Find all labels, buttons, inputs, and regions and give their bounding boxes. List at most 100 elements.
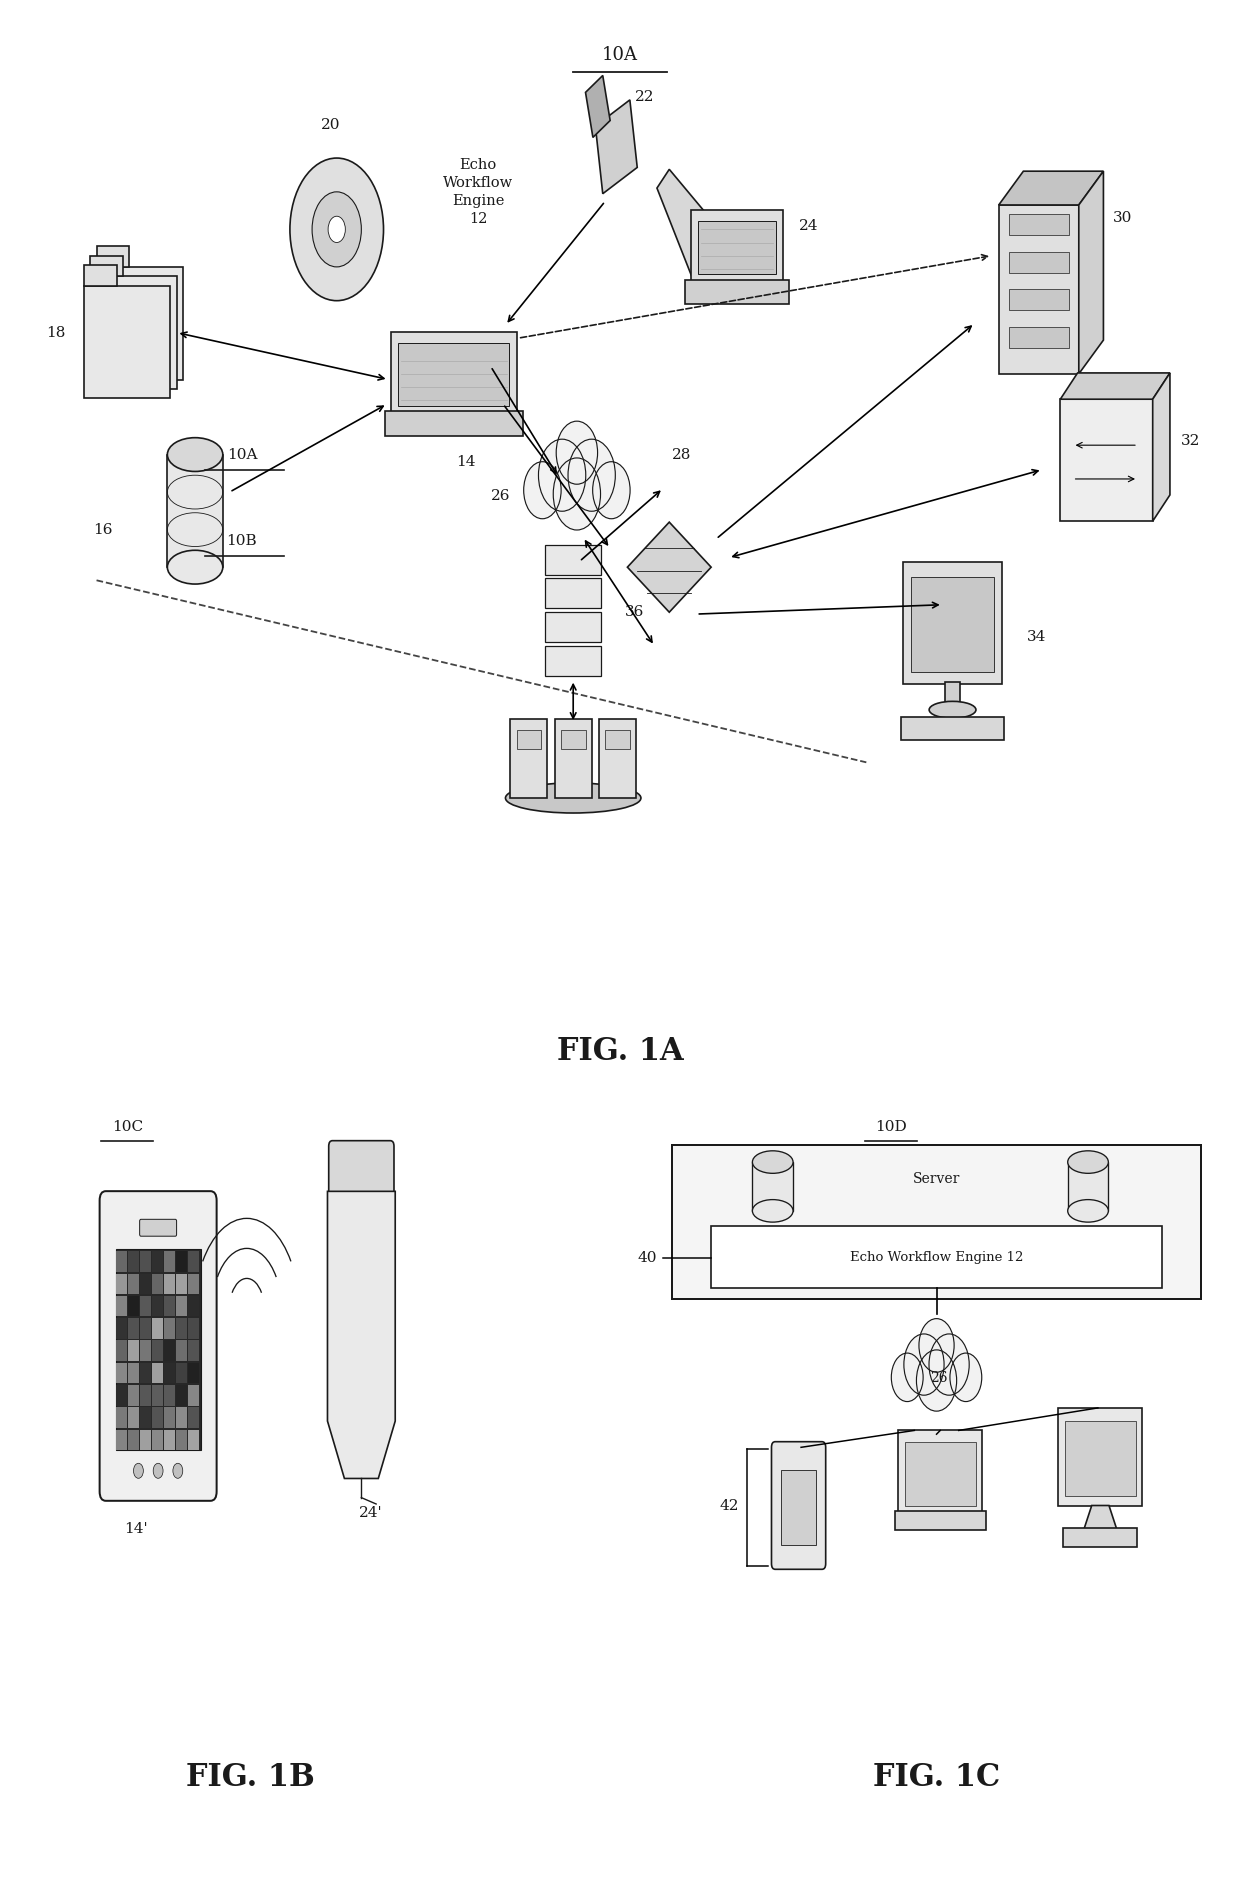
FancyBboxPatch shape <box>115 1252 126 1272</box>
FancyBboxPatch shape <box>128 1295 139 1316</box>
Text: 18: 18 <box>46 326 66 339</box>
FancyBboxPatch shape <box>176 1295 187 1316</box>
FancyBboxPatch shape <box>188 1340 200 1361</box>
Ellipse shape <box>167 437 223 471</box>
Ellipse shape <box>929 701 976 718</box>
FancyBboxPatch shape <box>1060 400 1153 520</box>
Ellipse shape <box>1068 1152 1109 1172</box>
FancyBboxPatch shape <box>903 562 1002 684</box>
FancyBboxPatch shape <box>140 1340 151 1361</box>
FancyBboxPatch shape <box>115 1363 126 1384</box>
FancyBboxPatch shape <box>176 1252 187 1272</box>
FancyBboxPatch shape <box>128 1274 139 1293</box>
FancyBboxPatch shape <box>84 266 117 287</box>
FancyBboxPatch shape <box>115 1340 126 1361</box>
Text: 36: 36 <box>625 605 645 618</box>
FancyBboxPatch shape <box>128 1252 139 1272</box>
FancyBboxPatch shape <box>128 1408 139 1427</box>
FancyBboxPatch shape <box>771 1442 826 1570</box>
Text: 14': 14' <box>124 1523 148 1536</box>
FancyBboxPatch shape <box>176 1429 187 1450</box>
FancyBboxPatch shape <box>1064 1529 1137 1548</box>
Text: 40: 40 <box>637 1252 657 1265</box>
Text: Echo
Workflow
Engine
12: Echo Workflow Engine 12 <box>443 158 513 226</box>
FancyBboxPatch shape <box>91 277 176 388</box>
Circle shape <box>950 1353 982 1402</box>
Circle shape <box>904 1335 944 1395</box>
FancyBboxPatch shape <box>176 1340 187 1361</box>
FancyBboxPatch shape <box>153 1318 162 1338</box>
FancyBboxPatch shape <box>188 1274 200 1293</box>
Text: 34: 34 <box>1027 630 1045 643</box>
FancyBboxPatch shape <box>176 1385 187 1406</box>
FancyBboxPatch shape <box>164 1429 175 1450</box>
Circle shape <box>568 439 615 511</box>
Circle shape <box>929 1335 970 1395</box>
FancyBboxPatch shape <box>698 221 776 275</box>
FancyBboxPatch shape <box>97 247 129 268</box>
Circle shape <box>916 1350 956 1412</box>
FancyBboxPatch shape <box>898 1431 982 1514</box>
FancyBboxPatch shape <box>164 1252 175 1272</box>
Text: FIG. 1C: FIG. 1C <box>873 1762 1001 1793</box>
FancyBboxPatch shape <box>153 1429 162 1450</box>
FancyBboxPatch shape <box>753 1161 794 1210</box>
FancyBboxPatch shape <box>153 1295 162 1316</box>
FancyBboxPatch shape <box>691 209 784 283</box>
FancyBboxPatch shape <box>128 1385 139 1406</box>
FancyBboxPatch shape <box>391 332 517 413</box>
Polygon shape <box>1060 373 1169 400</box>
Text: 20: 20 <box>321 117 340 132</box>
FancyBboxPatch shape <box>384 411 523 435</box>
FancyBboxPatch shape <box>91 256 123 277</box>
FancyBboxPatch shape <box>176 1274 187 1293</box>
FancyBboxPatch shape <box>140 1318 151 1338</box>
FancyBboxPatch shape <box>140 1274 151 1293</box>
FancyBboxPatch shape <box>1065 1421 1136 1497</box>
Text: 42: 42 <box>720 1499 739 1512</box>
Circle shape <box>172 1463 182 1478</box>
Polygon shape <box>1083 1506 1117 1533</box>
FancyBboxPatch shape <box>128 1318 139 1338</box>
FancyBboxPatch shape <box>115 1429 126 1450</box>
Ellipse shape <box>167 550 223 584</box>
Text: 30: 30 <box>1112 211 1132 224</box>
FancyBboxPatch shape <box>781 1470 816 1546</box>
FancyBboxPatch shape <box>546 613 601 643</box>
Polygon shape <box>998 172 1104 205</box>
Text: 10A: 10A <box>601 47 639 64</box>
FancyBboxPatch shape <box>546 579 601 609</box>
Polygon shape <box>1079 172 1104 373</box>
FancyBboxPatch shape <box>1008 215 1069 236</box>
FancyBboxPatch shape <box>115 1408 126 1427</box>
FancyBboxPatch shape <box>900 718 1004 739</box>
Text: 10C: 10C <box>112 1120 143 1135</box>
FancyBboxPatch shape <box>97 268 182 379</box>
FancyBboxPatch shape <box>164 1385 175 1406</box>
Polygon shape <box>595 100 637 194</box>
FancyBboxPatch shape <box>188 1429 200 1450</box>
Text: 14: 14 <box>456 454 476 469</box>
FancyBboxPatch shape <box>1059 1408 1142 1506</box>
FancyBboxPatch shape <box>128 1340 139 1361</box>
FancyBboxPatch shape <box>398 343 510 405</box>
Ellipse shape <box>753 1152 794 1172</box>
FancyBboxPatch shape <box>167 454 223 567</box>
FancyBboxPatch shape <box>605 729 630 748</box>
FancyBboxPatch shape <box>176 1318 187 1338</box>
Circle shape <box>523 462 562 518</box>
Circle shape <box>553 458 600 530</box>
FancyBboxPatch shape <box>153 1340 162 1361</box>
FancyBboxPatch shape <box>140 1252 151 1272</box>
Text: 32: 32 <box>1180 434 1200 449</box>
FancyBboxPatch shape <box>546 545 601 575</box>
Circle shape <box>154 1463 162 1478</box>
Text: 24: 24 <box>799 219 818 232</box>
FancyBboxPatch shape <box>188 1385 200 1406</box>
FancyBboxPatch shape <box>164 1408 175 1427</box>
FancyBboxPatch shape <box>84 287 170 398</box>
Text: 16: 16 <box>93 522 113 537</box>
FancyBboxPatch shape <box>115 1274 126 1293</box>
Polygon shape <box>327 1191 396 1478</box>
FancyBboxPatch shape <box>910 577 994 673</box>
